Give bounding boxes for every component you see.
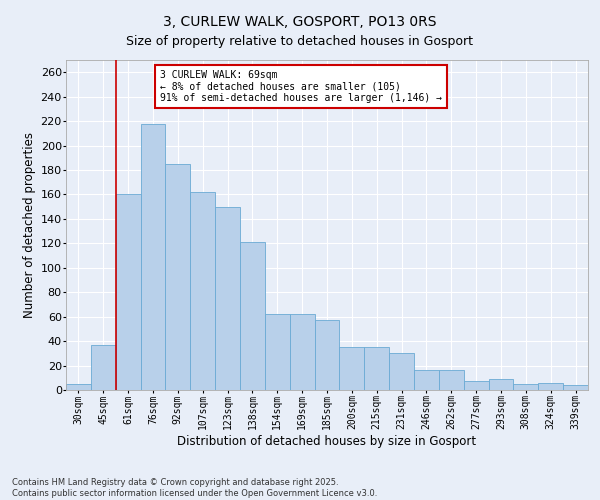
Y-axis label: Number of detached properties: Number of detached properties	[23, 132, 37, 318]
Bar	[190, 192, 215, 390]
X-axis label: Distribution of detached houses by size in Gosport: Distribution of detached houses by size …	[178, 435, 476, 448]
Bar	[563, 385, 588, 390]
Bar	[439, 370, 464, 390]
Bar	[364, 347, 389, 390]
Bar	[240, 242, 265, 390]
Text: Contains HM Land Registry data © Crown copyright and database right 2025.
Contai: Contains HM Land Registry data © Crown c…	[12, 478, 377, 498]
Bar	[265, 314, 290, 390]
Bar	[166, 164, 190, 390]
Bar	[91, 345, 116, 390]
Bar	[538, 382, 563, 390]
Bar	[140, 124, 166, 390]
Bar	[414, 370, 439, 390]
Bar	[340, 347, 364, 390]
Text: 3 CURLEW WALK: 69sqm
← 8% of detached houses are smaller (105)
91% of semi-detac: 3 CURLEW WALK: 69sqm ← 8% of detached ho…	[160, 70, 442, 103]
Text: Size of property relative to detached houses in Gosport: Size of property relative to detached ho…	[127, 35, 473, 48]
Bar	[514, 384, 538, 390]
Bar	[488, 379, 514, 390]
Bar	[215, 206, 240, 390]
Bar	[290, 314, 314, 390]
Bar	[464, 382, 488, 390]
Text: 3, CURLEW WALK, GOSPORT, PO13 0RS: 3, CURLEW WALK, GOSPORT, PO13 0RS	[163, 15, 437, 29]
Bar	[389, 354, 414, 390]
Bar	[314, 320, 340, 390]
Bar	[66, 384, 91, 390]
Bar	[116, 194, 140, 390]
